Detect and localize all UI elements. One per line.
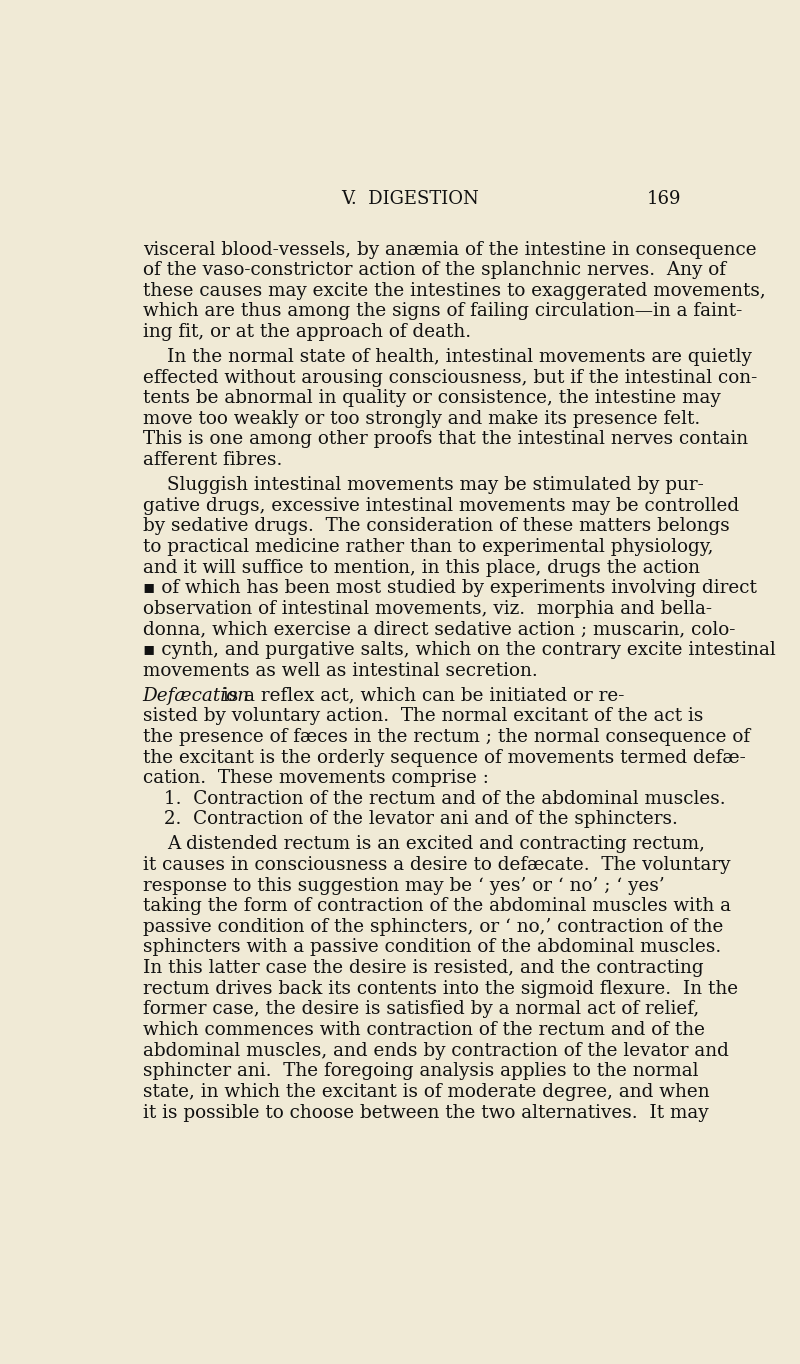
Text: ▪ cynth, and purgative salts, which on the contrary excite intestinal: ▪ cynth, and purgative salts, which on t… bbox=[142, 641, 775, 659]
Text: observation of intestinal movements, viz.  morphia and bella-: observation of intestinal movements, viz… bbox=[142, 600, 712, 618]
Text: former case, the desire is satisfied by a normal act of relief,: former case, the desire is satisfied by … bbox=[142, 1000, 699, 1019]
Text: which are thus among the signs of failing circulation—in a faint-: which are thus among the signs of failin… bbox=[142, 303, 742, 321]
Text: taking the form of contraction of the abdominal muscles with a: taking the form of contraction of the ab… bbox=[142, 898, 730, 915]
Text: and it will suffice to mention, in this place, drugs the action: and it will suffice to mention, in this … bbox=[142, 558, 700, 577]
Text: by sedative drugs.  The consideration of these matters belongs: by sedative drugs. The consideration of … bbox=[142, 517, 730, 535]
Text: abdominal muscles, and ends by contraction of the levator and: abdominal muscles, and ends by contracti… bbox=[142, 1042, 729, 1060]
Text: A distended rectum is an excited and contracting rectum,: A distended rectum is an excited and con… bbox=[167, 835, 706, 854]
Text: In the normal state of health, intestinal movements are quietly: In the normal state of health, intestina… bbox=[167, 348, 752, 366]
Text: passive condition of the sphincters, or ‘ no,’ contraction of the: passive condition of the sphincters, or … bbox=[142, 918, 723, 936]
Text: sphincters with a passive condition of the abdominal muscles.: sphincters with a passive condition of t… bbox=[142, 938, 721, 956]
Text: visceral blood-vessels, by anæmia of the intestine in consequence: visceral blood-vessels, by anæmia of the… bbox=[142, 240, 756, 259]
Text: donna, which exercise a direct sedative action ; muscarin, colo-: donna, which exercise a direct sedative … bbox=[142, 621, 735, 638]
Text: Sluggish intestinal movements may be stimulated by pur-: Sluggish intestinal movements may be sti… bbox=[167, 476, 704, 494]
Text: ing fit, or at the approach of death.: ing fit, or at the approach of death. bbox=[142, 323, 470, 341]
Text: In this latter case the desire is resisted, and the contracting: In this latter case the desire is resist… bbox=[142, 959, 703, 977]
Text: of the vaso-constrictor action of the splanchnic nerves.  Any of: of the vaso-constrictor action of the sp… bbox=[142, 261, 726, 280]
Text: sisted by voluntary action.  The normal excitant of the act is: sisted by voluntary action. The normal e… bbox=[142, 708, 703, 726]
Text: V.  DIGESTION: V. DIGESTION bbox=[341, 190, 479, 207]
Text: it is possible to choose between the two alternatives.  It may: it is possible to choose between the two… bbox=[142, 1103, 708, 1121]
Text: these causes may excite the intestines to exaggerated movements,: these causes may excite the intestines t… bbox=[142, 282, 766, 300]
Text: response to this suggestion may be ‘ yes’ or ‘ no’ ; ‘ yes’: response to this suggestion may be ‘ yes… bbox=[142, 877, 664, 895]
Text: the excitant is the orderly sequence of movements termed defæ-: the excitant is the orderly sequence of … bbox=[142, 749, 746, 767]
Text: This is one among other proofs that the intestinal nerves contain: This is one among other proofs that the … bbox=[142, 431, 748, 449]
Text: tents be abnormal in quality or consistence, the intestine may: tents be abnormal in quality or consiste… bbox=[142, 389, 720, 408]
Text: effected without arousing consciousness, but if the intestinal con-: effected without arousing consciousness,… bbox=[142, 368, 757, 386]
Text: Defæcation: Defæcation bbox=[142, 686, 250, 705]
Text: afferent fibres.: afferent fibres. bbox=[142, 451, 282, 469]
Text: movements as well as intestinal secretion.: movements as well as intestinal secretio… bbox=[142, 662, 538, 679]
Text: rectum drives back its contents into the sigmoid flexure.  In the: rectum drives back its contents into the… bbox=[142, 979, 738, 997]
Text: 169: 169 bbox=[646, 190, 682, 207]
Text: sphincter ani.  The foregoing analysis applies to the normal: sphincter ani. The foregoing analysis ap… bbox=[142, 1063, 698, 1080]
Text: it causes in consciousness a desire to defæcate.  The voluntary: it causes in consciousness a desire to d… bbox=[142, 857, 730, 874]
Text: ▪ of which has been most studied by experiments involving direct: ▪ of which has been most studied by expe… bbox=[142, 580, 757, 597]
Text: cation.  These movements comprise :: cation. These movements comprise : bbox=[142, 769, 489, 787]
Text: gative drugs, excessive intestinal movements may be controlled: gative drugs, excessive intestinal movem… bbox=[142, 496, 738, 514]
Text: move too weakly or too strongly and make its presence felt.: move too weakly or too strongly and make… bbox=[142, 409, 700, 428]
Text: which commences with contraction of the rectum and of the: which commences with contraction of the … bbox=[142, 1022, 705, 1039]
Text: 2.  Contraction of the levator ani and of the sphincters.: 2. Contraction of the levator ani and of… bbox=[164, 810, 678, 828]
Text: the presence of fæces in the rectum ; the normal consequence of: the presence of fæces in the rectum ; th… bbox=[142, 728, 750, 746]
Text: state, in which the excitant is of moderate degree, and when: state, in which the excitant is of moder… bbox=[142, 1083, 710, 1101]
Text: 1.  Contraction of the rectum and of the abdominal muscles.: 1. Contraction of the rectum and of the … bbox=[164, 790, 726, 807]
Text: to practical medicine rather than to experimental physiology,: to practical medicine rather than to exp… bbox=[142, 537, 713, 557]
Text: is a reflex act, which can be initiated or re-: is a reflex act, which can be initiated … bbox=[217, 686, 624, 705]
